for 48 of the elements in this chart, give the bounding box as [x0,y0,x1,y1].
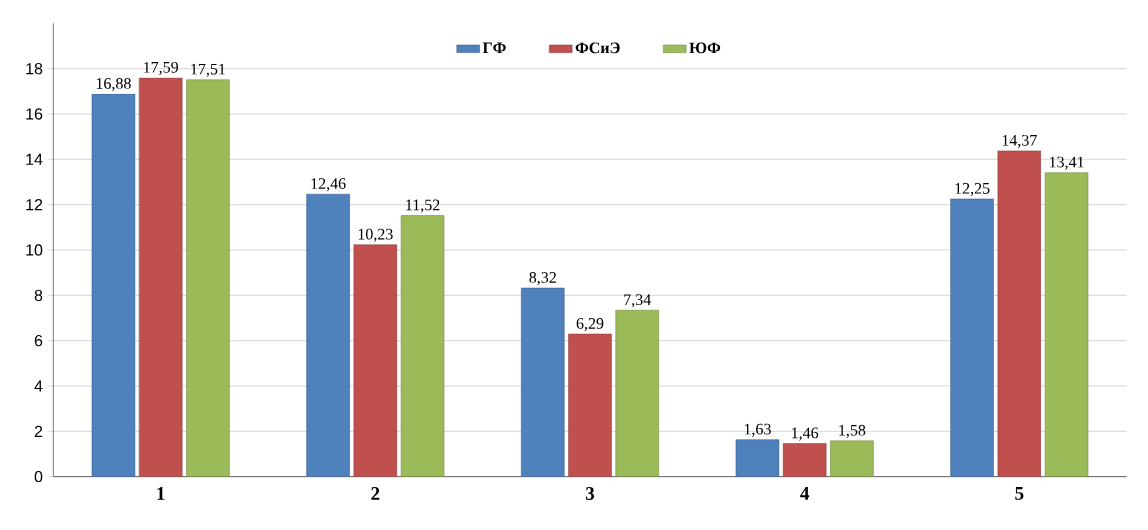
bar [830,440,874,477]
bar [400,215,445,477]
data-label: 17,59 [144,61,179,76]
y-tick-label: 8 [34,289,43,301]
x-tick-label: 4 [800,487,810,500]
data-label: 6,29 [576,318,604,332]
bar [186,79,230,477]
y-tick-label: 2 [34,425,43,437]
data-label: 10,23 [358,228,393,242]
legend-label: ГФ [482,42,506,54]
bar [735,439,780,477]
y-tick-label: 0 [34,470,43,483]
x-tick-label: 5 [1015,487,1024,500]
data-label: 13,41 [1049,156,1084,170]
y-tick-label: 4 [34,380,43,392]
bar [353,244,398,477]
data-label: 8,32 [529,272,556,286]
y-tick-label: 6 [34,334,43,347]
x-tick-label: 3 [585,487,595,500]
bar [782,443,827,477]
bar [568,333,612,477]
data-label: 1,58 [839,424,866,438]
data-label: 17,51 [191,63,225,77]
y-tick-label: 18 [26,62,43,75]
data-label: 11,52 [406,199,440,213]
x-tick-label: 2 [371,487,380,500]
bar [91,93,136,477]
y-tick-label: 14 [26,153,43,165]
bar [1044,172,1089,477]
data-label: 16,88 [96,78,131,92]
data-label: 1,63 [744,423,771,437]
legend-label: ФСиЭ [575,42,620,54]
y-tick-label: 12 [26,199,43,211]
data-label: 12,25 [955,182,990,197]
legend-label: ЮФ [689,42,721,54]
bar [950,198,994,477]
data-label: 7,34 [624,294,651,308]
bar [306,193,350,477]
y-tick-label: 10 [26,244,43,256]
data-label: 14,37 [1002,134,1037,149]
bar [138,77,183,477]
bar [997,150,1042,477]
bar [521,287,565,477]
data-label: 1,46 [792,427,819,441]
bar [615,310,659,477]
x-tick-label: 1 [157,487,165,500]
y-tick-label: 16 [26,108,43,120]
data-label: 12,46 [311,178,346,192]
